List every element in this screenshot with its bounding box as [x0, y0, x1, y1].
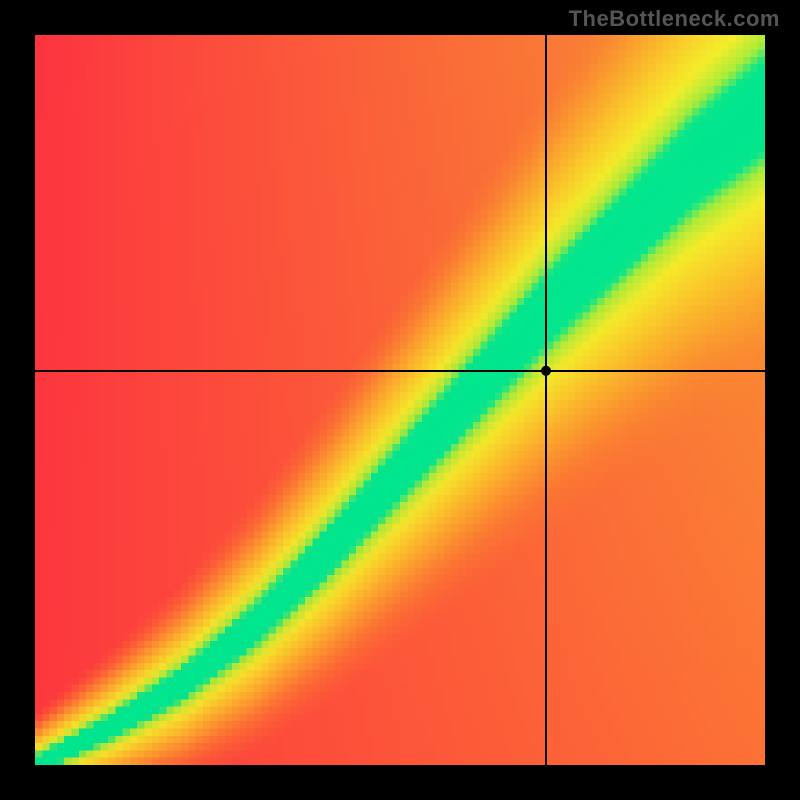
bottleneck-heatmap — [35, 35, 765, 765]
crosshair-horizontal-line — [35, 370, 765, 372]
attribution-watermark: TheBottleneck.com — [569, 6, 780, 32]
crosshair-vertical-line — [545, 35, 547, 765]
